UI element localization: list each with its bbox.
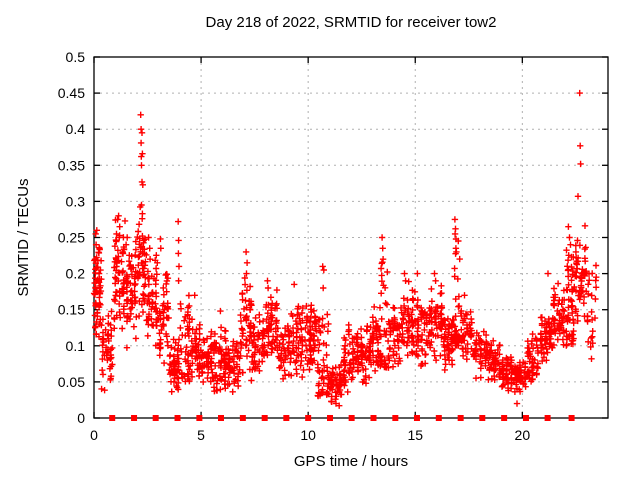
hour-marker-square xyxy=(196,415,203,421)
y-tick-label: 0.2 xyxy=(66,266,86,282)
hour-marker-square xyxy=(435,415,442,421)
hour-marker-square xyxy=(501,415,508,421)
hour-marker-square xyxy=(568,415,575,421)
hour-marker-points xyxy=(109,415,575,421)
hour-marker-square xyxy=(327,415,334,421)
hour-marker-square xyxy=(457,415,464,421)
hour-marker-square xyxy=(348,415,355,421)
x-tick-label: 10 xyxy=(300,427,316,443)
x-tick-label: 20 xyxy=(515,427,531,443)
x-tick-label: 0 xyxy=(90,427,98,443)
hour-marker-square xyxy=(305,415,312,421)
chart-title: Day 218 of 2022, SRMTID for receiver tow… xyxy=(206,14,497,31)
y-tick-label: 0.45 xyxy=(58,85,85,101)
hour-marker-square xyxy=(239,415,246,421)
y-tick-label: 0.4 xyxy=(66,121,86,137)
x-axis-label: GPS time / hours xyxy=(294,453,408,470)
y-tick-label: 0.3 xyxy=(66,193,86,209)
hour-marker-square xyxy=(174,415,181,421)
x-tick-label: 15 xyxy=(407,427,423,443)
tick-labels: 0 5 10 15 20 0 0.05 0.1 0.15 0.2 0.25 0.3 0.35 0.4 0.4… xyxy=(58,49,531,443)
y-tick-label: 0.05 xyxy=(58,374,85,390)
hour-marker-square xyxy=(109,415,116,421)
hour-marker-square xyxy=(370,415,377,421)
hour-marker-square xyxy=(522,415,529,421)
y-tick-label: 0.35 xyxy=(58,157,85,173)
hour-marker-square xyxy=(544,415,551,421)
data-points xyxy=(90,89,600,409)
srmtid-scatter-markers xyxy=(90,89,600,409)
y-tick-label: 0.15 xyxy=(58,302,85,318)
hour-marker-square xyxy=(261,415,268,421)
y-tick-label: 0.5 xyxy=(66,49,86,65)
hour-marker-square xyxy=(413,415,420,421)
y-tick-label: 0 xyxy=(77,410,85,426)
hour-marker-square xyxy=(152,415,159,421)
hour-marker-square xyxy=(479,415,486,421)
y-tick-label: 0.25 xyxy=(58,230,85,246)
hour-marker-square xyxy=(218,415,225,421)
hour-marker-square xyxy=(283,415,290,421)
y-tick-label: 0.1 xyxy=(66,338,86,354)
hour-marker-square xyxy=(131,415,138,421)
y-axis-label: SRMTID / TECUs xyxy=(15,178,32,296)
x-tick-label: 5 xyxy=(197,427,205,443)
hour-marker-square xyxy=(392,415,399,421)
